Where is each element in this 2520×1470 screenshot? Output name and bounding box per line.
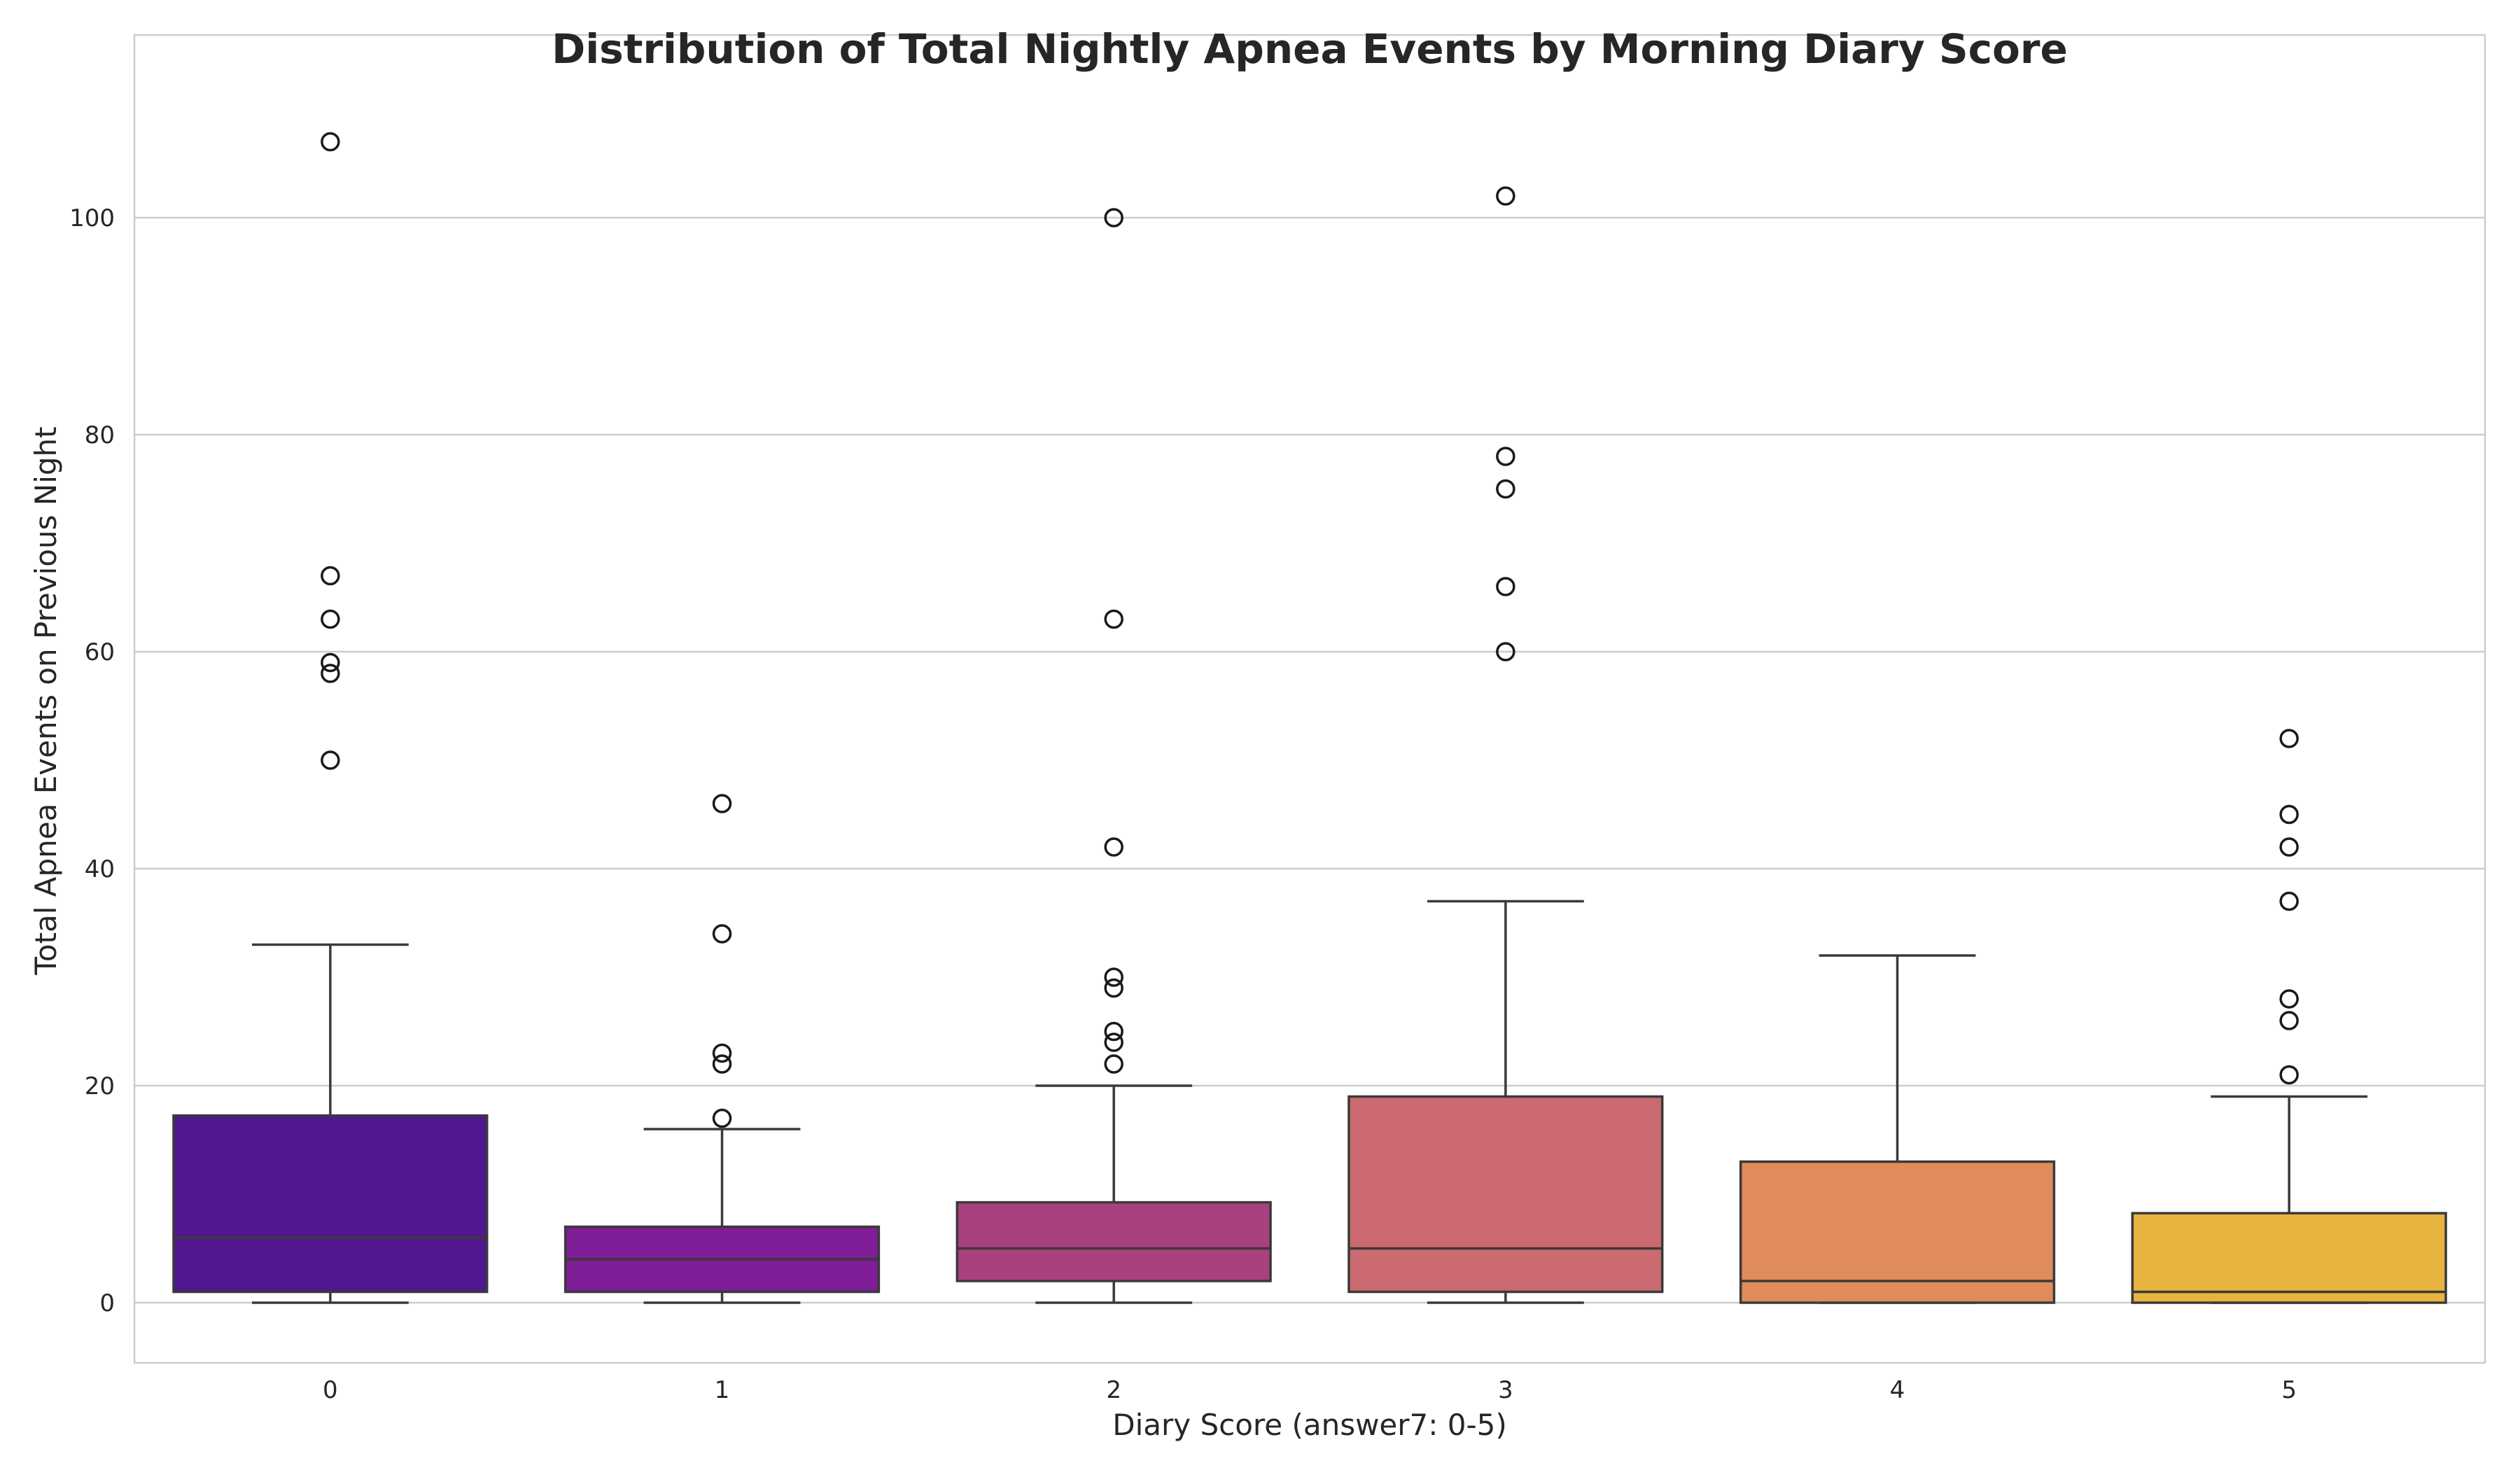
outlier-point-0-3 — [321, 609, 340, 629]
outlier-point-0-2 — [321, 652, 340, 673]
outlier-point-5-6 — [2279, 729, 2299, 748]
outlier-point-1-3 — [712, 924, 732, 944]
outlier-point-1-1 — [712, 1054, 732, 1074]
box-group-3 — [1348, 186, 1664, 1304]
box-group-0 — [172, 132, 489, 1304]
box-3 — [1348, 1095, 1664, 1294]
x-tick-label-0: 0 — [323, 1376, 338, 1404]
box-2 — [955, 1200, 1272, 1282]
outlier-point-2-3 — [1104, 978, 1124, 998]
x-axis-label: Diary Score (answer7: 0-5) — [1112, 1408, 1507, 1442]
x-tick-label-5: 5 — [2281, 1376, 2297, 1404]
outlier-point-3-1 — [1496, 577, 1516, 596]
outlier-point-1-4 — [712, 794, 732, 813]
outlier-point-5-2 — [2279, 989, 2299, 1009]
outlier-point-0-1 — [321, 664, 340, 683]
grid-layer — [134, 216, 2485, 1304]
x-tick-label-3: 3 — [1498, 1376, 1513, 1404]
outlier-point-1-2 — [712, 1043, 732, 1063]
outlier-point-5-3 — [2279, 891, 2299, 911]
box-layer — [172, 132, 2447, 1304]
plot-frame — [133, 34, 2486, 1364]
outlier-point-2-1 — [1104, 1032, 1124, 1052]
box-5 — [2131, 1212, 2447, 1304]
outlier-point-3-4 — [1496, 186, 1516, 206]
box-4 — [1739, 1160, 2056, 1304]
outlier-point-1-0 — [712, 1108, 732, 1128]
y-tick-label-80: 80 — [85, 421, 115, 449]
box-0 — [172, 1114, 489, 1294]
x-tick-label-1: 1 — [715, 1376, 730, 1404]
outlier-point-0-0 — [321, 750, 340, 770]
outlier-point-2-4 — [1104, 967, 1124, 987]
outlier-point-2-6 — [1104, 609, 1124, 629]
y-tick-label-20: 20 — [85, 1072, 115, 1100]
tick-layer: 0 20 40 60 80 100 0 1 2 3 4 5 — [69, 204, 2297, 1404]
x-tick-label-4: 4 — [1890, 1376, 1905, 1404]
box-group-4 — [1739, 954, 2056, 1304]
outlier-point-3-0 — [1496, 642, 1516, 662]
box-group-2 — [955, 208, 1272, 1304]
outlier-point-5-4 — [2279, 837, 2299, 857]
y-tick-label-100: 100 — [69, 204, 115, 232]
outlier-point-0-5 — [321, 132, 340, 152]
outlier-point-5-5 — [2279, 804, 2299, 825]
outlier-point-2-0 — [1104, 1054, 1124, 1074]
x-tick-label-2: 2 — [1106, 1376, 1121, 1404]
outlier-point-2-2 — [1104, 1021, 1124, 1042]
y-tick-label-40: 40 — [85, 855, 115, 883]
outlier-point-3-2 — [1496, 479, 1516, 499]
box-group-5 — [2131, 729, 2447, 1304]
outlier-point-2-5 — [1104, 837, 1124, 857]
outlier-point-5-0 — [2279, 1065, 2299, 1085]
y-axis-label: Total Apnea Events on Previous Night — [29, 426, 63, 975]
outlier-point-5-1 — [2279, 1011, 2299, 1030]
y-tick-label-60: 60 — [85, 638, 115, 666]
outlier-point-2-7 — [1104, 208, 1124, 227]
outlier-point-0-4 — [321, 566, 340, 586]
outlier-point-3-3 — [1496, 447, 1516, 466]
chart-title: Distribution of Total Nightly Apnea Even… — [552, 25, 2068, 73]
box-group-1 — [564, 794, 881, 1304]
y-tick-label-0: 0 — [99, 1289, 115, 1317]
